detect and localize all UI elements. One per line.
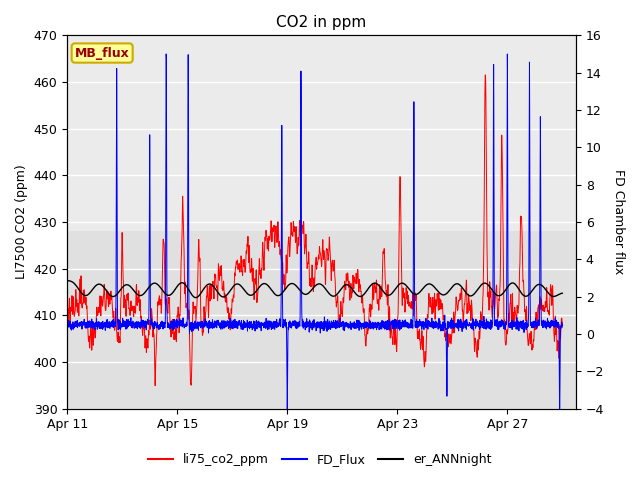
Legend: li75_co2_ppm, FD_Flux, er_ANNnight: li75_co2_ppm, FD_Flux, er_ANNnight xyxy=(143,448,497,471)
Y-axis label: FD Chamber flux: FD Chamber flux xyxy=(612,169,625,275)
Title: CO2 in ppm: CO2 in ppm xyxy=(276,15,367,30)
Bar xyxy=(67,36,576,231)
Y-axis label: LI7500 CO2 (ppm): LI7500 CO2 (ppm) xyxy=(15,165,28,279)
Text: MB_flux: MB_flux xyxy=(75,47,129,60)
